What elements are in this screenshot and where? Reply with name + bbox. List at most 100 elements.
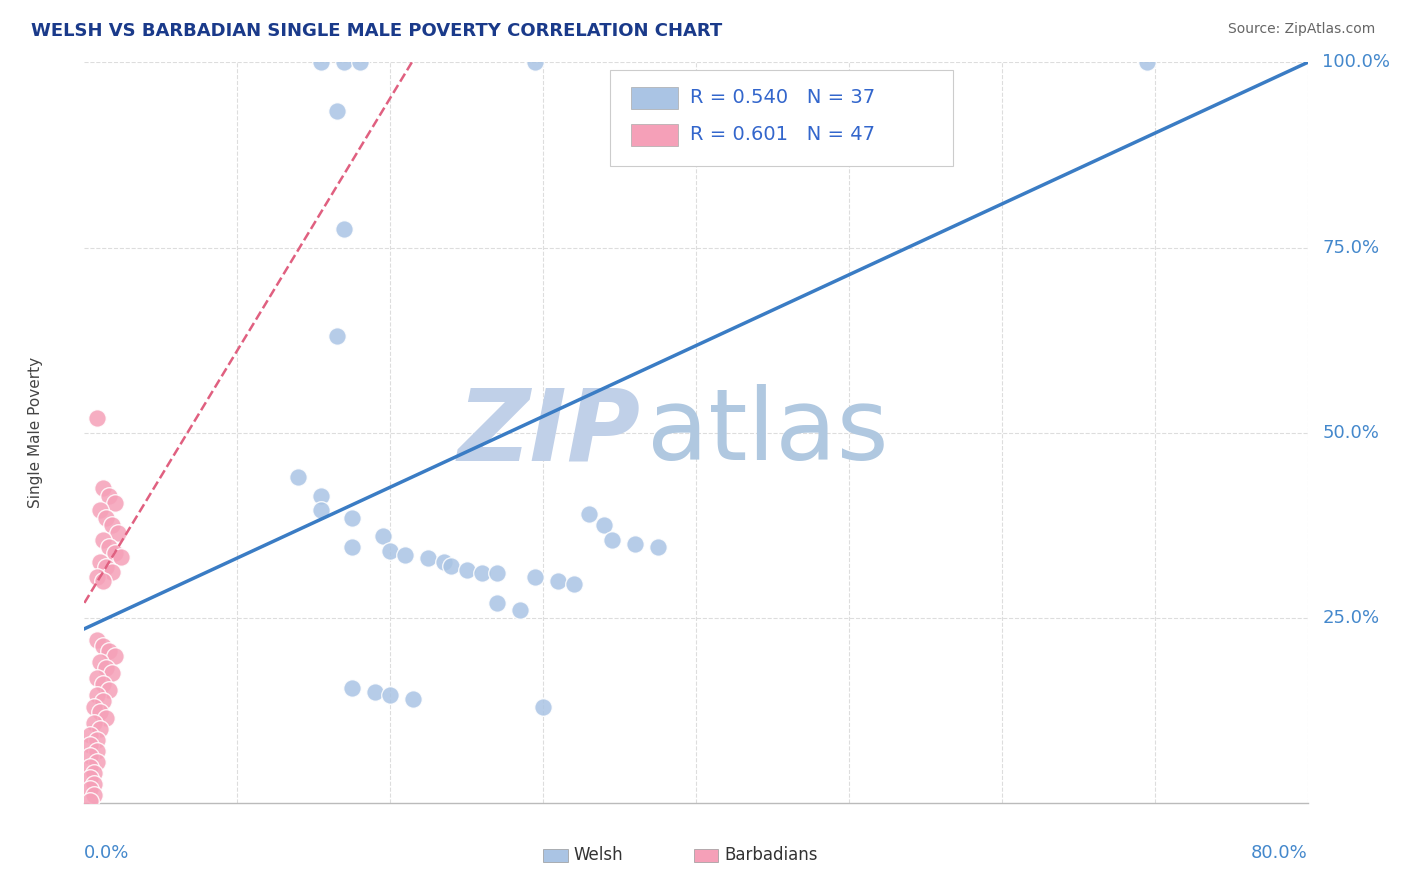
Text: 25.0%: 25.0%: [1322, 608, 1379, 627]
Point: [524, 55, 547, 70]
Point: [83, 699, 105, 714]
FancyBboxPatch shape: [543, 848, 568, 862]
Point: [91, 677, 114, 691]
Text: WELSH VS BARBADIAN SINGLE MALE POVERTY CORRELATION CHART: WELSH VS BARBADIAN SINGLE MALE POVERTY C…: [31, 22, 723, 40]
Point: [107, 525, 129, 540]
Point: [91, 533, 114, 547]
Point: [97, 644, 120, 658]
Text: 80.0%: 80.0%: [1251, 844, 1308, 862]
Point: [94, 661, 117, 675]
Point: [325, 103, 347, 118]
Point: [79, 738, 101, 752]
Point: [471, 566, 494, 581]
Point: [89, 555, 111, 569]
Text: ZIP: ZIP: [458, 384, 641, 481]
Point: [287, 470, 309, 484]
Point: [371, 529, 394, 543]
Point: [79, 749, 101, 764]
Point: [333, 55, 356, 70]
Point: [91, 481, 114, 495]
Point: [524, 570, 547, 584]
Point: [509, 603, 531, 617]
FancyBboxPatch shape: [693, 848, 718, 862]
Point: [104, 496, 127, 510]
Text: Source: ZipAtlas.com: Source: ZipAtlas.com: [1227, 22, 1375, 37]
Point: [340, 541, 363, 555]
Point: [79, 760, 101, 774]
Point: [97, 682, 120, 697]
Text: Single Male Poverty: Single Male Poverty: [28, 357, 44, 508]
Text: atlas: atlas: [647, 384, 889, 481]
Point: [578, 507, 600, 521]
Point: [83, 789, 105, 803]
Point: [418, 551, 440, 566]
Text: R = 0.601   N = 47: R = 0.601 N = 47: [690, 126, 875, 145]
Point: [91, 639, 114, 653]
Point: [97, 541, 120, 555]
Point: [311, 55, 333, 70]
Point: [349, 55, 371, 70]
Point: [86, 632, 108, 647]
Text: Welsh: Welsh: [574, 847, 623, 864]
Point: [89, 706, 111, 720]
Point: [110, 549, 132, 564]
Point: [94, 510, 117, 524]
Text: 50.0%: 50.0%: [1322, 424, 1379, 442]
Point: [380, 689, 402, 703]
Point: [79, 728, 101, 742]
Point: [83, 766, 105, 780]
Point: [380, 544, 402, 558]
Point: [89, 722, 111, 736]
Point: [562, 577, 585, 591]
Point: [440, 558, 463, 573]
Point: [547, 574, 569, 588]
Point: [394, 548, 416, 562]
Point: [94, 711, 117, 725]
Text: R = 0.540   N = 37: R = 0.540 N = 37: [690, 88, 875, 107]
Point: [86, 410, 108, 425]
Point: [486, 566, 509, 581]
FancyBboxPatch shape: [631, 87, 678, 109]
Text: 0.0%: 0.0%: [84, 844, 129, 862]
Point: [101, 565, 124, 579]
Text: 75.0%: 75.0%: [1322, 238, 1379, 257]
Point: [83, 777, 105, 791]
Point: [311, 489, 333, 503]
Point: [83, 715, 105, 730]
Point: [624, 536, 647, 550]
Point: [600, 533, 623, 547]
Point: [91, 693, 114, 707]
FancyBboxPatch shape: [610, 70, 953, 166]
Point: [647, 541, 669, 555]
Point: [325, 329, 347, 343]
Point: [101, 666, 124, 681]
Point: [311, 503, 333, 517]
Point: [104, 649, 127, 664]
Point: [79, 782, 101, 797]
Point: [101, 518, 124, 533]
FancyBboxPatch shape: [631, 124, 678, 146]
Point: [89, 503, 111, 517]
Point: [79, 794, 101, 808]
Point: [86, 744, 108, 758]
Point: [86, 570, 108, 584]
Point: [486, 596, 509, 610]
Point: [433, 555, 456, 569]
Point: [97, 489, 120, 503]
Point: [89, 655, 111, 669]
Point: [104, 545, 127, 559]
Point: [94, 560, 117, 574]
Point: [593, 518, 616, 533]
Point: [79, 772, 101, 786]
Point: [86, 672, 108, 686]
Point: [333, 222, 356, 236]
Point: [531, 699, 554, 714]
Point: [86, 732, 108, 747]
Text: Barbadians: Barbadians: [724, 847, 818, 864]
Point: [402, 692, 425, 706]
Point: [340, 510, 363, 524]
Point: [91, 574, 114, 589]
Point: [1136, 55, 1159, 70]
Text: 100.0%: 100.0%: [1322, 54, 1391, 71]
Point: [340, 681, 363, 695]
